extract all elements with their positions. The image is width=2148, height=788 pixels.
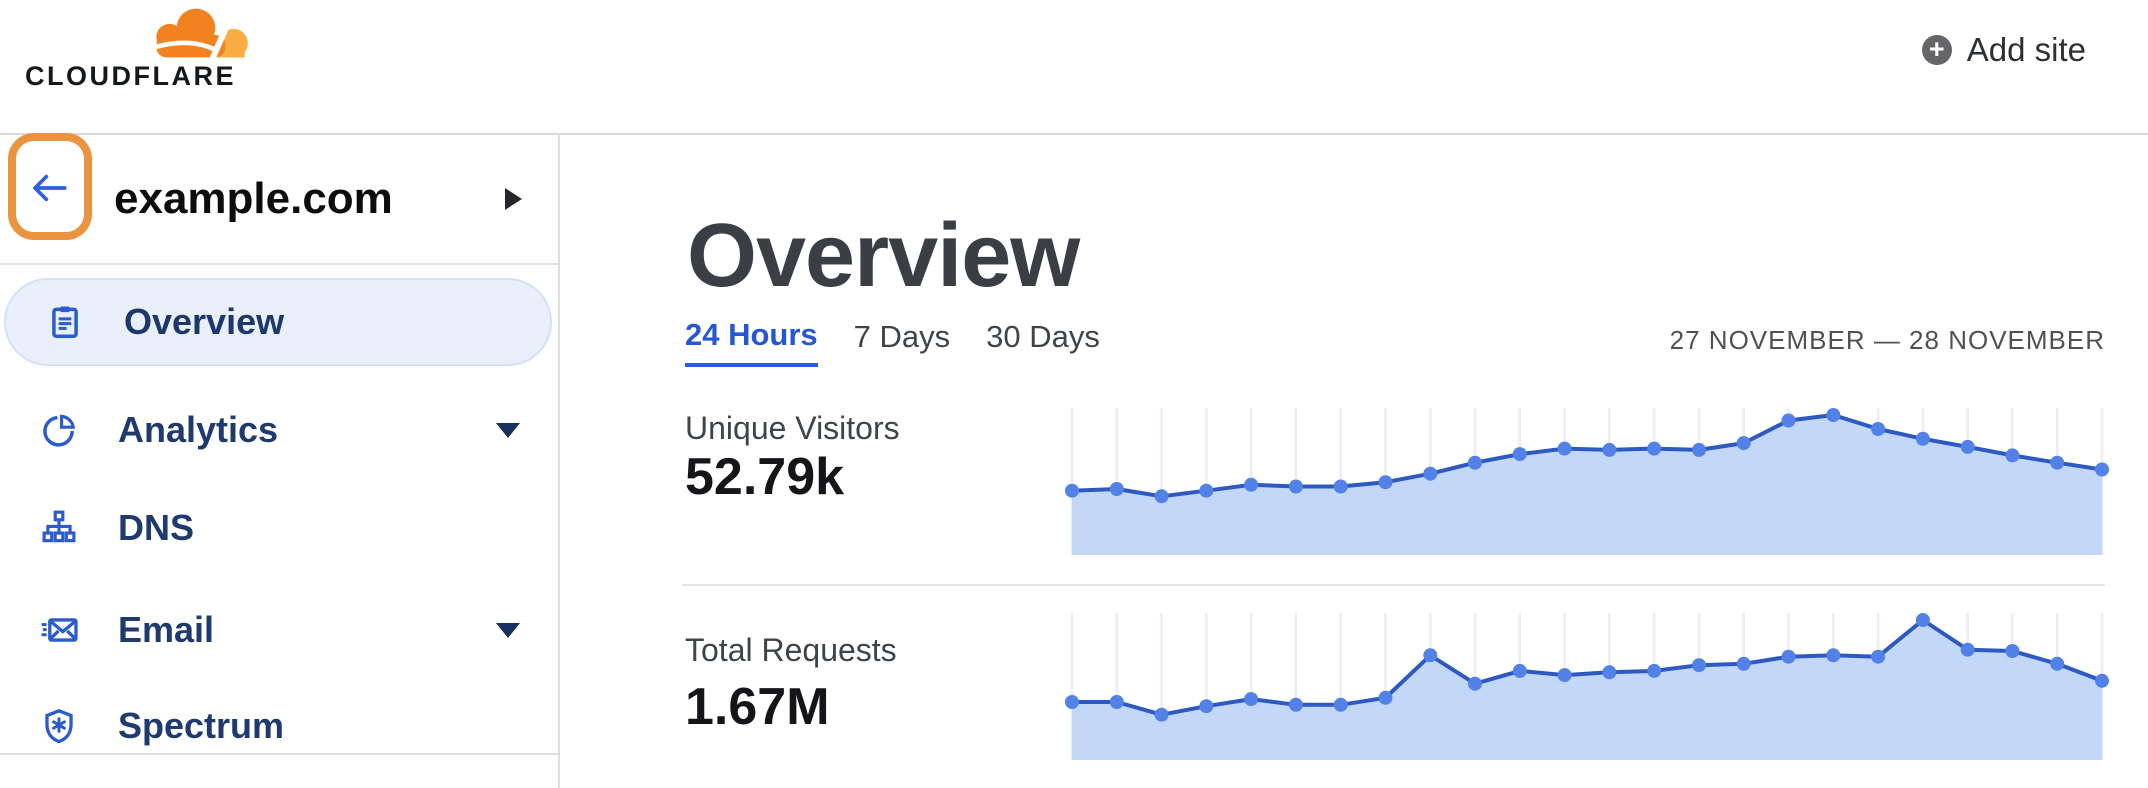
site-selector: example.com (0, 133, 558, 265)
sidebar-nav: Overview Analytics DNS (0, 265, 558, 788)
tab-24-hours[interactable]: 24 Hours (685, 317, 818, 367)
shield-icon (45, 709, 73, 744)
sidebar-item-label: Spectrum (118, 705, 285, 746)
metric-value-unique-visitors: 52.79k (685, 448, 845, 506)
total-requests-chart[interactable] (1065, 610, 2109, 760)
clipboard-icon (52, 306, 78, 338)
add-site-label: Add site (1966, 31, 2086, 68)
cloudflare-logo[interactable]: CLOUDFLARE (25, 6, 265, 92)
sidebar-item-spectrum[interactable]: Spectrum (0, 682, 558, 770)
sidebar-section-divider (0, 753, 558, 755)
main-content: Overview 24 Hours 7 Days 30 Days 27 NOVE… (560, 135, 2148, 788)
caret-down-icon[interactable] (496, 622, 520, 638)
metric-label-unique-visitors: Unique Visitors (685, 410, 900, 446)
tab-30-days[interactable]: 30 Days (986, 317, 1100, 367)
metric-value-total-requests: 1.67M (685, 678, 830, 736)
cloudflare-cloud-icon (150, 8, 248, 60)
sidebar: example.com Overview Analytics (0, 133, 560, 788)
plus-circle-icon: + (1921, 35, 1952, 65)
sidebar-item-label: Analytics (118, 409, 279, 450)
pie-chart-icon (43, 414, 76, 447)
metric-label-total-requests: Total Requests (685, 632, 897, 668)
site-domain: example.com (114, 174, 393, 223)
add-site-button[interactable]: + Add site (1916, 30, 2092, 70)
back-arrow-icon (33, 174, 67, 202)
page-title: Overview (687, 206, 1080, 306)
sitemap-icon (42, 510, 76, 543)
caret-down-icon[interactable] (496, 422, 520, 438)
sidebar-item-overview[interactable]: Overview (4, 278, 552, 366)
tab-7-days[interactable]: 7 Days (854, 317, 950, 367)
back-button[interactable] (16, 143, 82, 233)
time-range-tabs: 24 Hours 7 Days 30 Days (685, 317, 1100, 367)
cloudflare-wordmark: CLOUDFLARE (25, 61, 236, 91)
top-header: CLOUDFLARE + Add site (0, 0, 2148, 135)
chevron-right-icon[interactable] (505, 188, 522, 210)
date-range-label: 27 NOVEMBER — 28 NOVEMBER (1669, 325, 2105, 355)
sidebar-item-dns[interactable]: DNS (0, 484, 558, 572)
sidebar-item-label: Email (118, 609, 215, 650)
sidebar-item-label: Overview (124, 301, 285, 342)
metrics-divider (682, 584, 2105, 586)
sidebar-item-analytics[interactable]: Analytics (0, 386, 558, 474)
sidebar-item-email[interactable]: Email (0, 586, 558, 674)
email-icon (41, 618, 78, 642)
unique-visitors-chart[interactable] (1065, 405, 2109, 555)
sidebar-item-label: DNS (118, 507, 195, 548)
